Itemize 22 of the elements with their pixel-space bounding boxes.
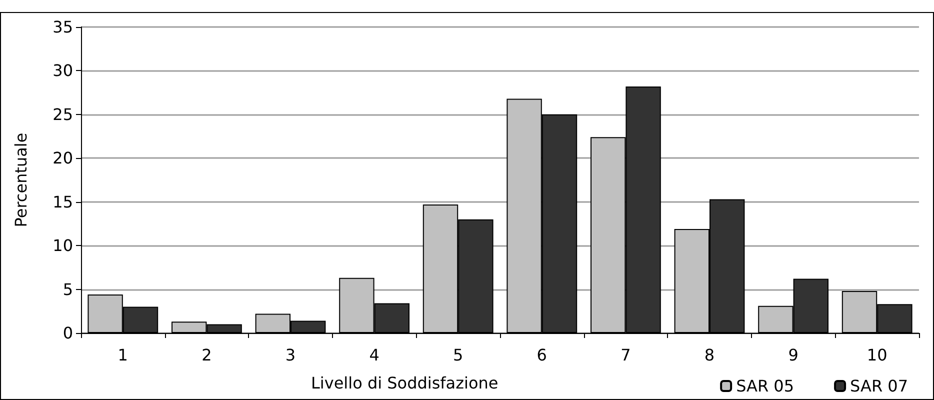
x-tick-label: 10 — [866, 346, 888, 364]
x-tick-label: 1 — [118, 346, 128, 364]
x-tick-label: 5 — [453, 346, 464, 364]
x-tick-label: 2 — [202, 346, 212, 364]
y-tick-label: 20 — [52, 148, 73, 168]
y-tick-label: 10 — [52, 236, 73, 256]
x-tick-label: 6 — [536, 346, 547, 364]
y-tick-label: 5 — [62, 280, 73, 299]
x-tick-label: 3 — [285, 346, 296, 364]
y-tick-label: 15 — [52, 192, 73, 212]
y-tick-label: 35 — [52, 18, 73, 36]
y-axis-title: Percentuale — [12, 132, 30, 228]
x-tick-label: 4 — [369, 346, 380, 364]
x-tick-label: 8 — [704, 346, 715, 364]
legend-label: SAR 07 — [850, 376, 908, 396]
x-tick-label: 9 — [788, 346, 798, 364]
x-axis-title: Livello di Soddisfazione — [311, 374, 498, 392]
y-tick-label: 0 — [62, 324, 73, 342]
y-tick-label: 25 — [52, 104, 73, 124]
legend-label: SAR 05 — [736, 376, 794, 396]
y-tick-label: 30 — [52, 61, 73, 80]
x-tick-label: 7 — [620, 346, 631, 364]
